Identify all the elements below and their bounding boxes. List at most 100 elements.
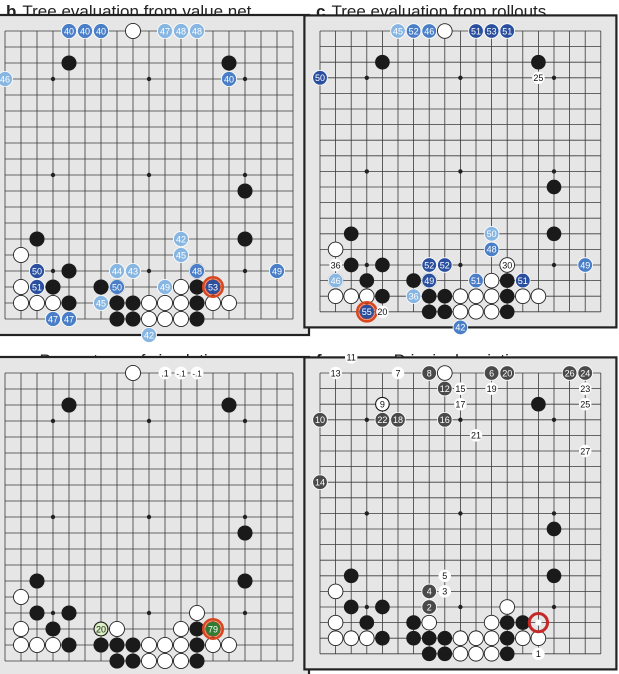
black-stone [499, 615, 515, 630]
move-marker: 5 [438, 569, 452, 583]
white-stone [468, 646, 484, 662]
white-stone [157, 653, 173, 669]
move-marker: 7 [391, 366, 405, 380]
move-value: 48 [176, 26, 186, 36]
star-point [458, 417, 463, 422]
marker-disc [421, 583, 437, 600]
move-marker: 30 [500, 258, 514, 272]
white-stone [173, 311, 189, 327]
black-stone [546, 226, 562, 242]
marker-disc [532, 647, 545, 661]
move-value: 23 [580, 384, 590, 394]
black-stone [437, 646, 453, 662]
white-stone [343, 288, 359, 304]
white-stone [483, 614, 500, 631]
move-value: 5 [442, 571, 447, 581]
star-point [146, 610, 152, 616]
black-stone [93, 637, 109, 653]
black-stone [189, 653, 205, 669]
move-marker: 52 [437, 257, 453, 273]
move-value: 9 [380, 400, 385, 410]
black-stone [421, 630, 437, 646]
black-stone [189, 311, 205, 327]
marker-disc [329, 258, 342, 272]
black-stone [237, 231, 253, 247]
move-value: 52 [440, 260, 450, 270]
marker-disc [374, 412, 391, 428]
white-stone [483, 288, 500, 304]
move-marker: 13 [329, 366, 342, 380]
move-marker: 40 [93, 23, 109, 39]
move-value: 55 [362, 307, 372, 317]
star-point [364, 604, 369, 610]
move-marker: 49 [421, 272, 437, 289]
move-marker: 17 [454, 397, 467, 411]
move-marker: 40 [61, 23, 77, 39]
marker-disc [173, 231, 189, 247]
move-marker: 10 [312, 412, 328, 428]
star-point [364, 75, 369, 81]
move-value: 20 [96, 624, 106, 634]
marker-disc [499, 365, 515, 381]
first-move-ring [527, 611, 550, 634]
marker-disc [125, 263, 141, 279]
move-marker: 51 [468, 23, 484, 39]
move-value: 43 [128, 266, 138, 276]
move-marker: 26 [561, 365, 578, 381]
marker-disc [561, 365, 578, 381]
move-value: 50 [315, 73, 325, 83]
marker-disc [189, 23, 205, 39]
black-stone [189, 279, 205, 295]
marker-disc [577, 365, 593, 381]
black-stone [515, 615, 531, 630]
star-point [242, 76, 248, 82]
highlight-ring [201, 275, 225, 299]
marker-disc [454, 397, 467, 411]
black-stone [375, 257, 390, 273]
white-stone [45, 295, 61, 311]
marker-disc [312, 474, 328, 490]
marker-disc [329, 366, 342, 380]
marker-disc [94, 622, 108, 636]
black-stone [125, 311, 141, 327]
marker-disc [157, 279, 173, 295]
move-value: 21 [471, 431, 481, 441]
move-marker: 50 [29, 263, 45, 279]
star-point [50, 76, 56, 82]
white-stone [13, 589, 29, 605]
white-stone [109, 621, 125, 637]
move-marker: 48 [173, 23, 189, 39]
move-marker: 51 [499, 23, 515, 39]
move-value: 7 [395, 368, 400, 378]
move-value: 53 [487, 26, 497, 36]
marker-disc [437, 412, 453, 428]
marker-disc [173, 23, 189, 39]
black-stone [109, 311, 125, 327]
black-stone [237, 183, 253, 199]
move-marker: 40 [77, 23, 93, 39]
black-stone [109, 653, 125, 669]
move-marker: 36 [329, 258, 342, 272]
star-point [364, 169, 369, 174]
move-value: 47 [160, 26, 170, 36]
marker-disc [454, 382, 467, 395]
move-value: 18 [393, 415, 403, 425]
move-value: 13 [331, 368, 341, 378]
move-value: 49 [424, 276, 434, 286]
star-point [364, 511, 369, 516]
marker-disc [269, 263, 285, 279]
go-board: .1 -.1 -.1 20 79 [0, 355, 311, 674]
white-stone [125, 23, 141, 39]
black-stone [421, 304, 437, 320]
white-stone [452, 304, 469, 320]
move-marker: 51 [515, 272, 531, 289]
marker-disc [61, 311, 77, 327]
move-value: 48 [487, 245, 497, 255]
move-value: 36 [331, 260, 341, 270]
star-point [146, 514, 152, 520]
move-marker: 46 [421, 23, 437, 39]
white-stone [157, 295, 173, 311]
star-point [146, 76, 152, 82]
black-stone [546, 568, 562, 584]
black-stone [359, 615, 375, 630]
